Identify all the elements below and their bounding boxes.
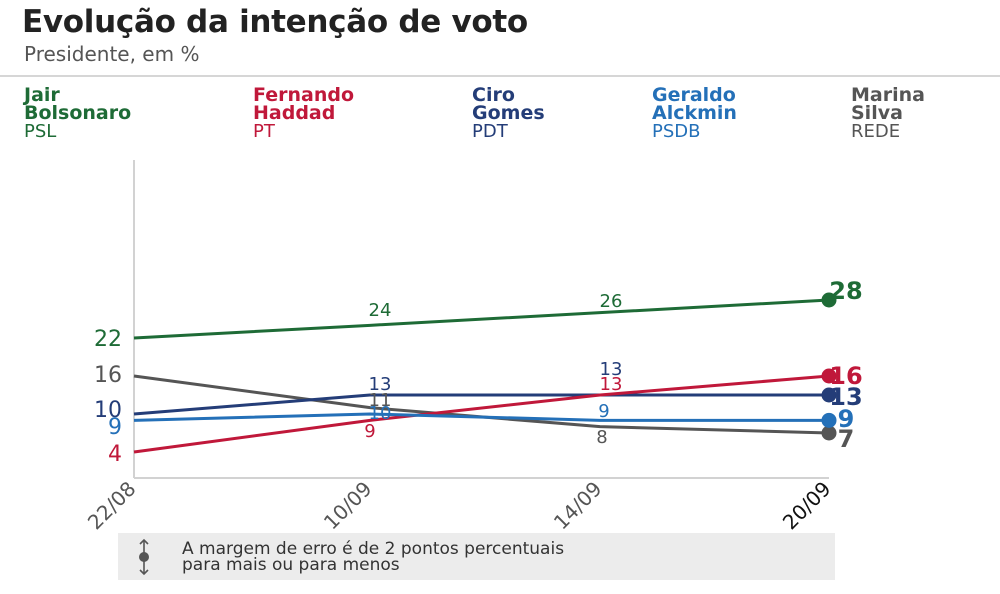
series-end-point bbox=[821, 412, 837, 428]
legend-item-alckmin: Geraldo Alckmin PSDB bbox=[652, 86, 842, 141]
data-label: 13 bbox=[600, 359, 623, 380]
error-margin-note: A margem de erro é de 2 pontos percentua… bbox=[118, 533, 835, 580]
data-label: 13 bbox=[829, 383, 862, 411]
page-subtitle: Presidente, em % bbox=[24, 42, 200, 66]
legend-name: Ciro Gomes bbox=[472, 84, 545, 124]
legend-item-ciro: Ciro Gomes PDT bbox=[472, 86, 662, 141]
data-label: 10 bbox=[94, 398, 122, 423]
legend-party: PSDB bbox=[652, 121, 701, 142]
data-label: 9 bbox=[838, 405, 855, 433]
data-label: 10 bbox=[369, 403, 392, 424]
series-line bbox=[133, 393, 829, 416]
series-line bbox=[133, 374, 830, 454]
legend-item-marina: Marina Silva REDE bbox=[851, 86, 1000, 141]
x-tick-label: 20/09 bbox=[778, 477, 836, 535]
legend-name: Jair Bolsonaro bbox=[24, 84, 132, 124]
data-label: 8 bbox=[596, 427, 607, 448]
series-end-point bbox=[821, 368, 837, 384]
series-end-point bbox=[821, 425, 837, 441]
error-margin-icon bbox=[139, 538, 149, 576]
data-label: 9 bbox=[598, 401, 609, 422]
series-line bbox=[133, 298, 830, 340]
data-label: 13 bbox=[369, 374, 392, 395]
legend-item-haddad: Fernando Haddad PT bbox=[253, 86, 443, 141]
legend-name: Marina Silva bbox=[851, 84, 925, 124]
series-end-point bbox=[821, 387, 837, 403]
data-label: 13 bbox=[600, 374, 623, 395]
data-label: 24 bbox=[369, 300, 392, 321]
data-label: 9 bbox=[364, 421, 375, 442]
x-tick-label: 14/09 bbox=[549, 477, 607, 535]
legend-party: PDT bbox=[472, 121, 508, 142]
data-label: 7 bbox=[838, 425, 855, 453]
series-line bbox=[133, 412, 829, 422]
data-label: 16 bbox=[829, 362, 862, 390]
legend-party: REDE bbox=[851, 121, 901, 142]
x-tick-label: 10/09 bbox=[319, 477, 377, 535]
legend-party: PT bbox=[253, 121, 275, 142]
data-label: 26 bbox=[600, 291, 623, 312]
data-label: 22 bbox=[94, 327, 122, 352]
legend-name: Fernando Haddad bbox=[253, 84, 354, 124]
data-label: 9 bbox=[108, 415, 122, 440]
error-margin-text: A margem de erro é de 2 pontos percentua… bbox=[182, 539, 565, 575]
header-divider bbox=[0, 75, 1000, 77]
data-label: 4 bbox=[108, 442, 122, 467]
legend-name: Geraldo Alckmin bbox=[652, 84, 737, 124]
series-end-point bbox=[821, 292, 837, 308]
x-tick-label: 22/08 bbox=[83, 477, 141, 535]
data-label: 11 bbox=[369, 390, 392, 411]
data-label: 16 bbox=[94, 363, 122, 388]
legend-party: PSL bbox=[24, 121, 57, 142]
data-label: 28 bbox=[829, 277, 862, 305]
page-title: Evolução da intenção de voto bbox=[22, 4, 528, 40]
legend-item-bolsonaro: Jair Bolsonaro PSL bbox=[24, 86, 214, 141]
